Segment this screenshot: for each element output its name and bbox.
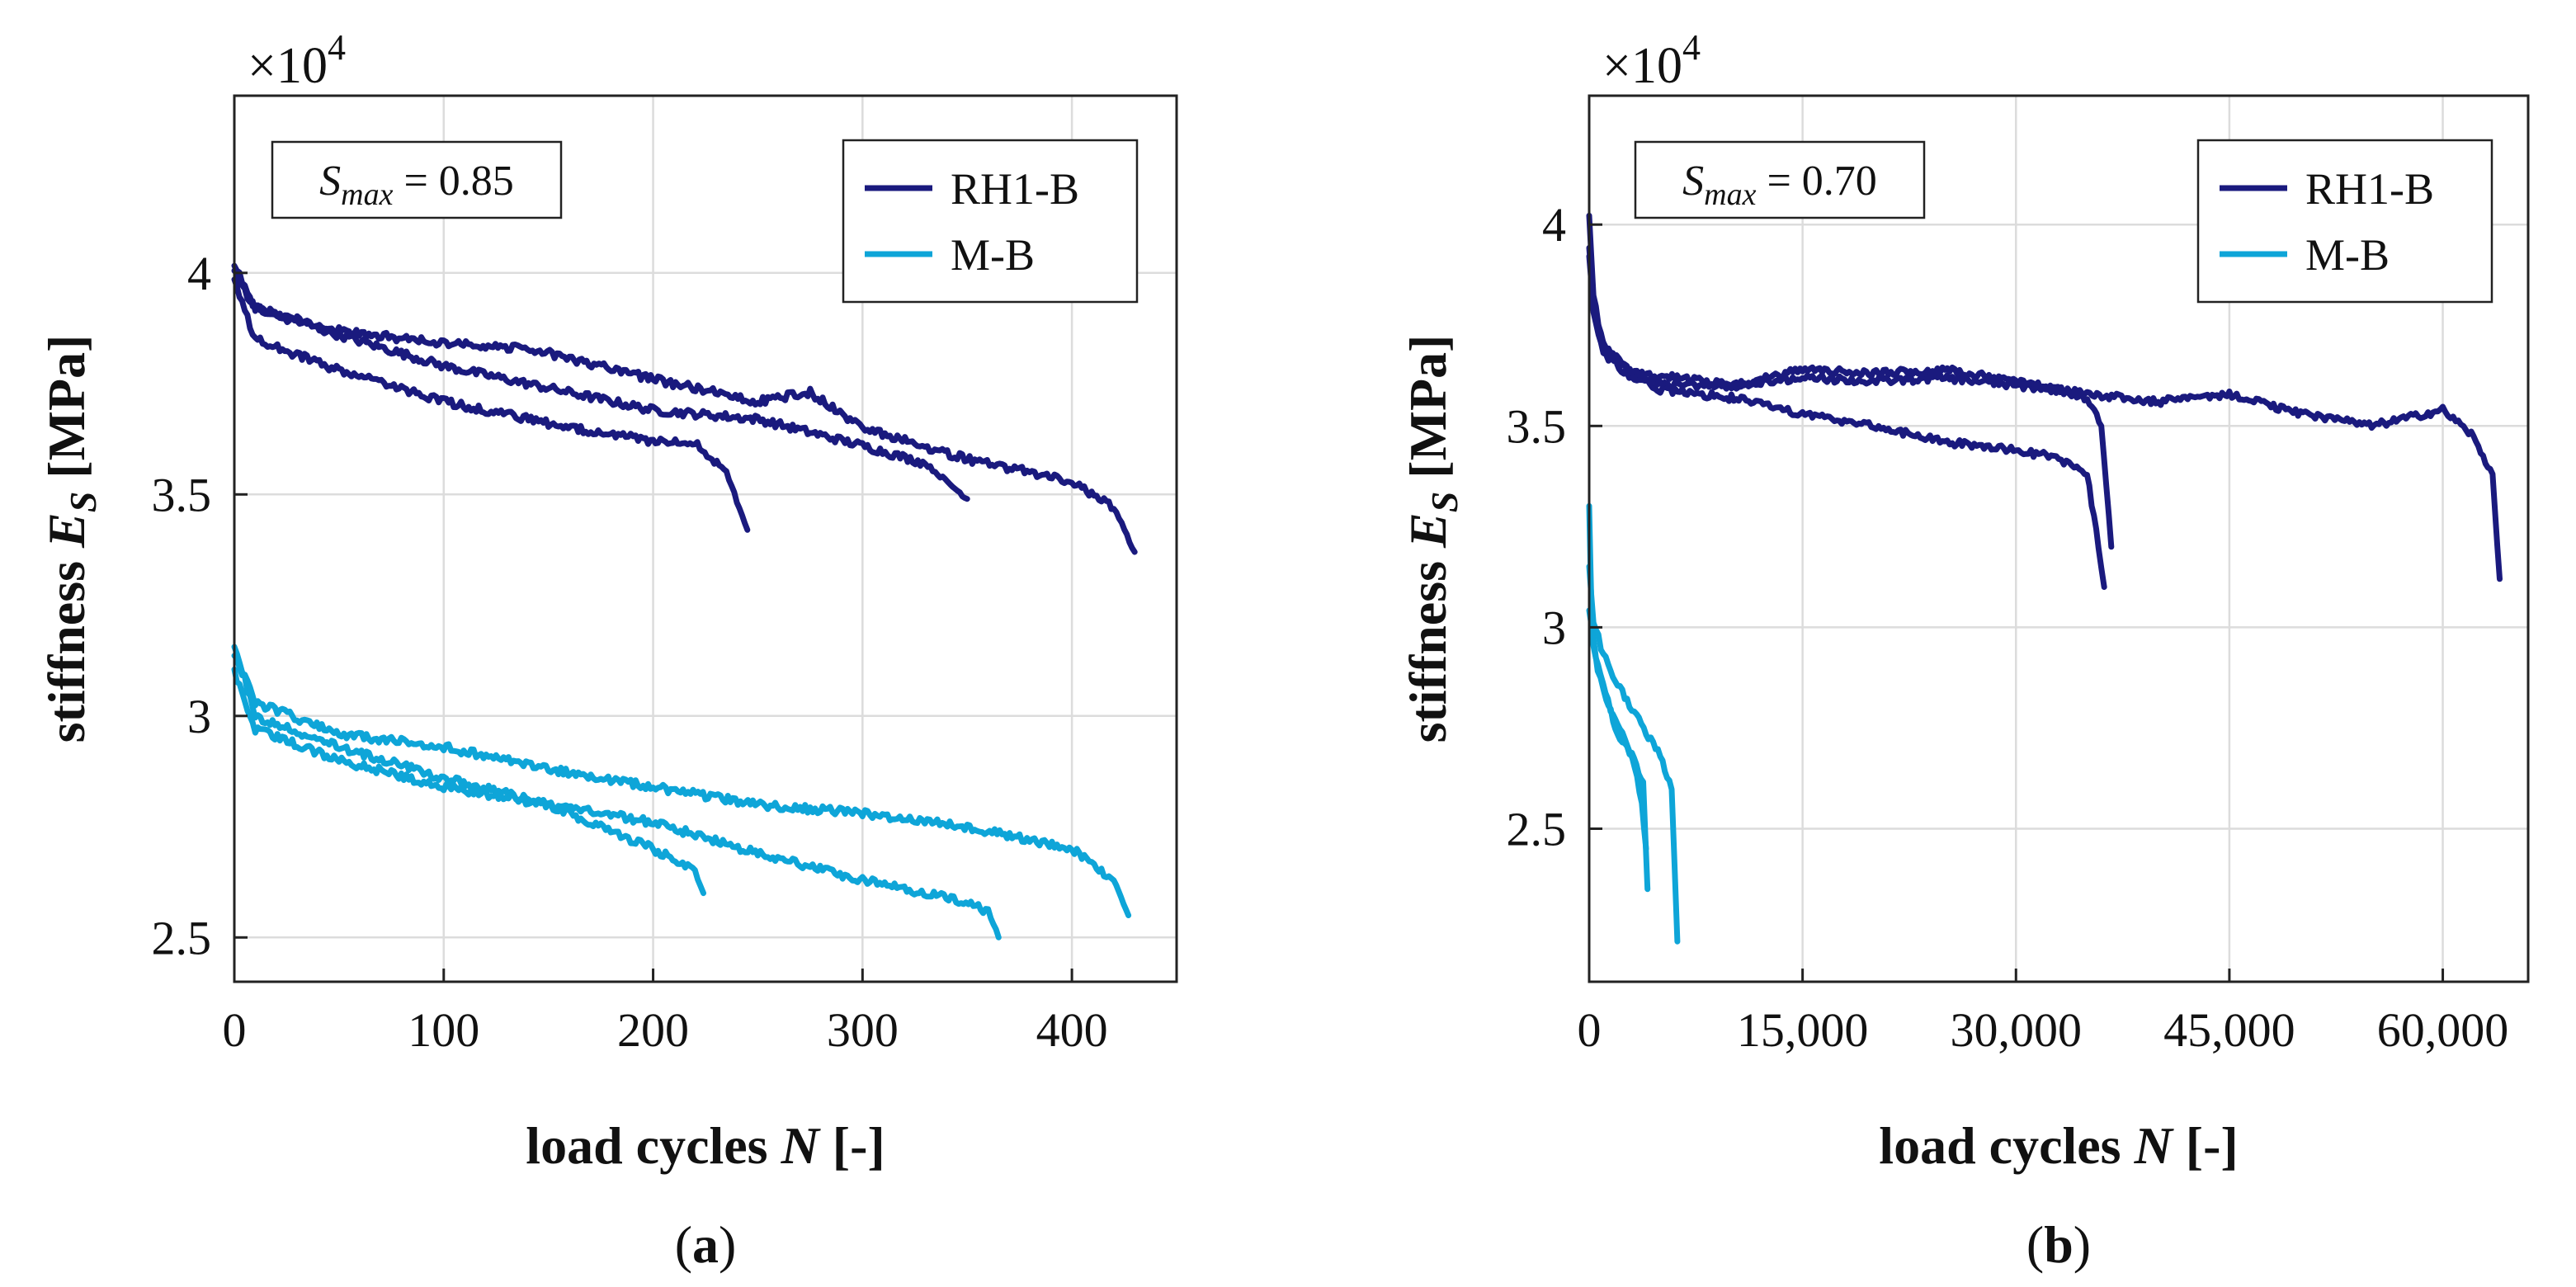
y-tick-label: 3 [187, 690, 211, 743]
y-tick-label: 3.5 [1507, 399, 1567, 453]
x-tick-label: 300 [827, 1003, 899, 1057]
plot-frame-b [1588, 94, 2530, 983]
x-tick-label: 45,000 [2163, 1003, 2295, 1057]
series-line-rh1b-3 [1586, 244, 2503, 582]
series-line-mb-5 [1586, 607, 1649, 852]
series-line-mb-5 [231, 666, 1002, 940]
series-line-rh1b-3 [231, 267, 1138, 555]
x-ticks-a: 0 100 200 300 400 [223, 969, 1108, 1057]
series-line-mb-6 [1586, 563, 1681, 945]
y-axis-label-a: stiffness ES [MPa] [37, 335, 104, 743]
y-ticks-a: 2.5 3 3.5 4 [152, 247, 248, 964]
panel-label-b: (b) [2026, 1215, 2091, 1274]
legend-label-rh1b-b: RH1-B [2305, 164, 2434, 214]
legend-label-mb-b: M-B [2305, 230, 2390, 280]
x-tick-label: 60,000 [2377, 1003, 2509, 1057]
x-tick-label: 400 [1036, 1003, 1108, 1057]
chart-panel-b: 0 15,000 30,000 45,000 60,000 2.533.54 ×104 … [1399, 27, 2530, 1274]
legend-b: RH1-B M-B [2196, 139, 2493, 304]
y-tick-label: 3.5 [152, 468, 212, 521]
x-tick-label: 30,000 [1951, 1003, 2083, 1057]
x-tick-label: 0 [223, 1003, 247, 1057]
x-tick-label: 100 [408, 1003, 479, 1057]
annotation-box-a: Smax = 0.85 [271, 140, 563, 219]
series-line-mb-6 [231, 653, 1132, 918]
y-tick-label: 2.5 [1507, 802, 1567, 856]
y-tick-label: 4 [187, 247, 211, 300]
y-multiplier-b: ×104 [1602, 27, 1701, 94]
series-line-rh1b-2 [1586, 253, 2115, 550]
legend-label-mb-a: M-B [951, 230, 1035, 280]
y-multiplier-a: ×104 [248, 27, 346, 94]
x-ticks-b: 0 15,000 30,000 45,000 60,000 [1578, 969, 2509, 1057]
series-lines-b [1586, 212, 2503, 945]
x-axis-label-a: load cycles N [-] [526, 1116, 885, 1175]
series-lines-a [231, 262, 1138, 940]
annotation-box-b: Smax = 0.70 [1634, 140, 1926, 219]
y-tick-label: 3 [1542, 601, 1566, 654]
panel-label-a: (a) [675, 1215, 737, 1274]
x-tick-label: 0 [1578, 1003, 1602, 1057]
y-ticks-b: 2.5 3 3.5 4 [1507, 198, 1602, 856]
series-line-rh1b-1 [231, 276, 751, 533]
legend-label-rh1b-a: RH1-B [951, 164, 1079, 214]
x-tick-label: 15,000 [1737, 1003, 1869, 1057]
legend-a: RH1-B M-B [842, 139, 1139, 304]
svg-text:Smax = 0.70: Smax = 0.70 [1682, 158, 1877, 212]
y-axis-label-b: stiffness ES [MPa] [1399, 335, 1465, 743]
series-line-mb-4 [231, 644, 706, 897]
svg-text:Smax = 0.85: Smax = 0.85 [319, 158, 514, 212]
plot-frame-a [233, 94, 1178, 983]
y-tick-label: 4 [1542, 198, 1566, 252]
series-line-rh1b-2 [231, 262, 970, 502]
x-axis-label-b: load cycles N [-] [1879, 1116, 2238, 1175]
x-tick-label: 200 [617, 1003, 689, 1057]
y-tick-label: 2.5 [152, 911, 212, 964]
